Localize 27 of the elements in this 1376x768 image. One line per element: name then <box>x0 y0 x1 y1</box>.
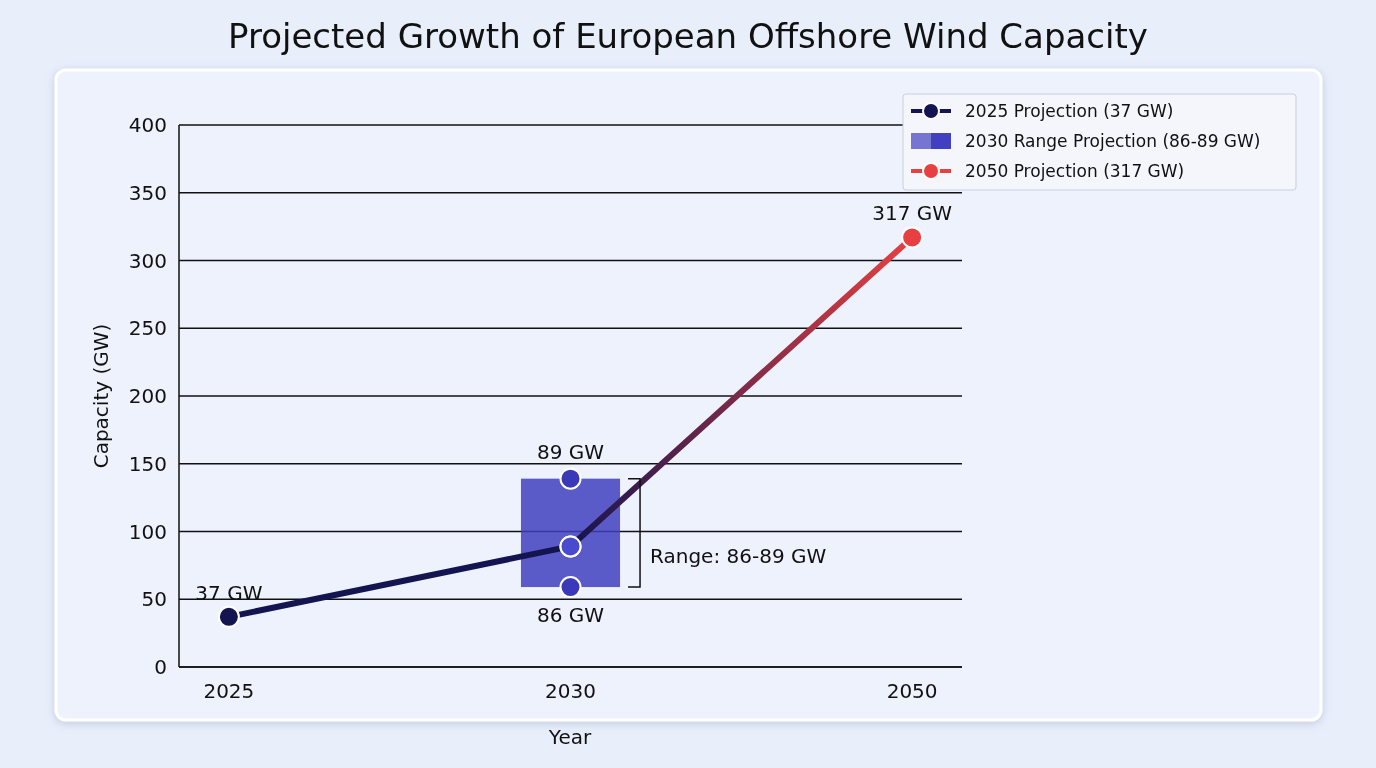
point <box>559 535 582 558</box>
x-tick-label: 2025 <box>203 679 255 703</box>
x-tick-label: 2030 <box>545 679 596 703</box>
point <box>901 226 924 249</box>
y-tick-label: 200 <box>128 384 167 408</box>
y-axis-title: Capacity (GW) <box>89 323 113 469</box>
y-tick-label: 300 <box>128 248 167 273</box>
y-tick-label: 100 <box>128 519 167 544</box>
point <box>559 576 582 599</box>
x-axis-title: Year <box>547 725 592 749</box>
y-tick-label: 0 <box>154 655 167 679</box>
x-tick-label: 2050 <box>886 679 938 703</box>
point <box>217 605 240 628</box>
annotation: 86 GW <box>536 603 605 628</box>
annotation: Range: 86-89 GW <box>650 543 827 568</box>
data-label: 317 GW <box>872 201 953 226</box>
y-tick-label: 250 <box>128 316 167 341</box>
chart-title: Projected Growth of European Offshore Wind Capacity <box>228 16 1148 56</box>
annotation: 89 GW <box>536 439 605 464</box>
y-tick-label: 400 <box>128 113 167 137</box>
legend-label: 2050 Projection (317 GW) <box>965 161 1185 181</box>
legend-label: 2025 Projection (37 GW) <box>965 101 1174 121</box>
point <box>559 467 582 490</box>
y-tick-label: 150 <box>128 451 167 476</box>
y-tick-label: 50 <box>141 587 167 612</box>
y-tick-label: 350 <box>128 180 167 205</box>
legend-label: 2030 Range Projection (86-89 GW) <box>965 131 1261 151</box>
